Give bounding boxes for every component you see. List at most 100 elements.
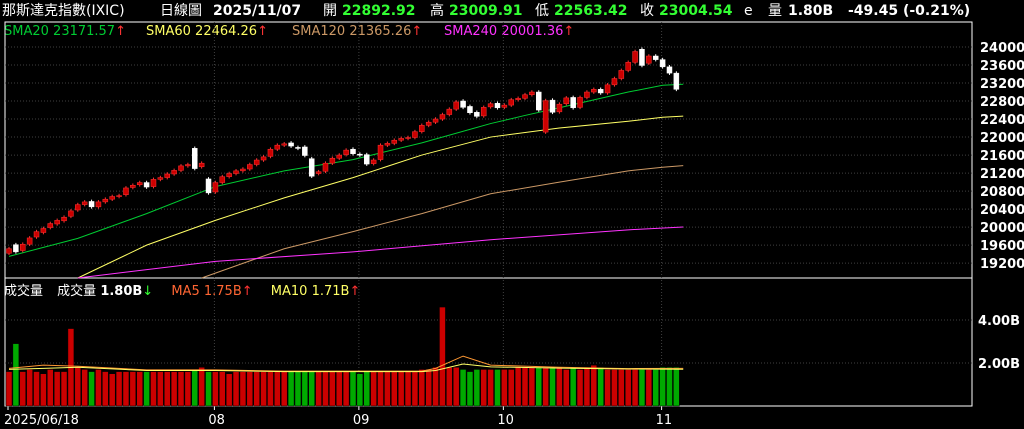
price-tick-label: 20000 xyxy=(980,221,1024,236)
volume-value: 1.80B xyxy=(788,3,834,19)
candle-body xyxy=(219,176,226,183)
candle-body xyxy=(308,158,315,177)
volume-tick-label: 2.00B xyxy=(978,357,1020,372)
volume-bar xyxy=(301,371,309,407)
volume-bar xyxy=(95,369,102,407)
candle-body xyxy=(549,99,556,113)
candle-body xyxy=(453,101,459,110)
price-tick-label: 19600 xyxy=(980,239,1024,254)
volume-bar xyxy=(638,369,646,407)
change-value: -49.45 (-0.21%) xyxy=(848,3,971,19)
period-label: 日線圖 xyxy=(160,3,202,19)
candle-body xyxy=(130,184,136,188)
candle-body xyxy=(604,84,611,94)
legend-volume: 成交量 成交量 1.80B↓ MA5 1.75B↑ MA10 1.71B↑ xyxy=(4,280,360,299)
index-name: 那斯達克指數(IXIC) xyxy=(2,3,125,19)
candle-body xyxy=(501,104,508,108)
volume-bar xyxy=(33,371,40,407)
candle-body xyxy=(288,142,294,147)
candle-body xyxy=(639,49,645,66)
volume-bar xyxy=(246,371,254,407)
volume-bar xyxy=(329,371,336,407)
volume-bar xyxy=(501,369,508,407)
candle-body xyxy=(480,107,487,117)
candle-body xyxy=(467,106,473,113)
price-tick-label: 19200 xyxy=(980,257,1024,272)
candle-body xyxy=(281,143,287,146)
volume-bar xyxy=(102,371,109,407)
volume-label: 量 xyxy=(768,3,782,19)
candle-body xyxy=(405,137,411,139)
volume-bar xyxy=(404,371,412,407)
price-tick-label: 22800 xyxy=(980,95,1024,110)
candle-body xyxy=(336,154,342,159)
candle-body xyxy=(357,153,363,156)
legend-ma5-value: 1.75B xyxy=(203,284,242,299)
volume-bar xyxy=(411,371,419,407)
volume-bar xyxy=(514,367,522,407)
candle-body xyxy=(487,103,494,108)
candle-body xyxy=(185,164,191,167)
candle-body xyxy=(260,156,267,161)
volume-bar xyxy=(645,369,653,407)
x-tick-label: 09 xyxy=(353,413,370,428)
legend-sma20-name: SMA20 xyxy=(4,24,49,39)
volume-bar xyxy=(494,369,501,407)
candle-body xyxy=(157,177,164,180)
candle-body xyxy=(102,198,109,203)
candle-body xyxy=(40,228,47,233)
volume-bar xyxy=(342,371,350,407)
candle-body xyxy=(143,182,150,188)
volume-bar xyxy=(473,369,481,407)
volume-bar xyxy=(335,371,343,407)
volume-bar xyxy=(439,306,446,407)
candle-body xyxy=(577,97,583,108)
candle-body xyxy=(116,195,122,197)
candle-body xyxy=(591,89,597,93)
legend-sma20-value: 23171.57 xyxy=(53,24,116,39)
legend-sma120-name: SMA120 xyxy=(292,24,346,39)
candle-body xyxy=(198,162,205,168)
candle-body xyxy=(26,237,33,245)
candle-body xyxy=(666,66,673,74)
high-value: 23009.91 xyxy=(449,3,523,19)
low-value: 22563.42 xyxy=(554,3,628,19)
legend-sma60-arrow: ↑ xyxy=(257,24,268,39)
volume-bar xyxy=(47,369,54,407)
x-tick-label: 2025/06/18 xyxy=(4,413,79,428)
candle-body xyxy=(81,201,88,205)
estimate-mark: e xyxy=(744,3,753,19)
volume-bar xyxy=(157,371,164,407)
candle-body xyxy=(47,223,54,228)
series-line-sma20 xyxy=(8,83,684,257)
volume-bar xyxy=(81,369,88,407)
candle-body xyxy=(192,148,198,169)
volume-bar xyxy=(280,371,288,407)
volume-bar xyxy=(535,367,543,407)
volume-bar xyxy=(624,369,632,407)
volume-bar xyxy=(507,369,515,407)
x-tick-label: 10 xyxy=(497,413,514,428)
legend-sma20-arrow: ↑ xyxy=(115,24,126,39)
candle-body xyxy=(494,103,501,109)
volume-bar xyxy=(563,369,570,407)
candle-body xyxy=(419,125,425,132)
candle-body xyxy=(212,182,219,193)
volume-bar xyxy=(198,367,205,407)
candle-body xyxy=(474,112,480,117)
candle-body xyxy=(75,204,81,211)
candle-body xyxy=(412,131,418,138)
candle-body xyxy=(597,89,604,94)
volume-bar xyxy=(432,367,439,407)
candle-body xyxy=(370,159,377,164)
volume-bar xyxy=(397,371,405,407)
candle-body xyxy=(54,220,60,225)
volume-ma10-line xyxy=(8,363,684,373)
candle-body xyxy=(425,121,432,126)
volume-pane-title: 成交量 xyxy=(4,284,44,299)
volume-bar xyxy=(377,371,384,407)
volume-bar xyxy=(163,371,171,407)
volume-bar xyxy=(569,367,577,407)
legend-sma120: SMA120 21365.26↑ xyxy=(292,24,422,39)
volume-bar xyxy=(5,371,13,407)
